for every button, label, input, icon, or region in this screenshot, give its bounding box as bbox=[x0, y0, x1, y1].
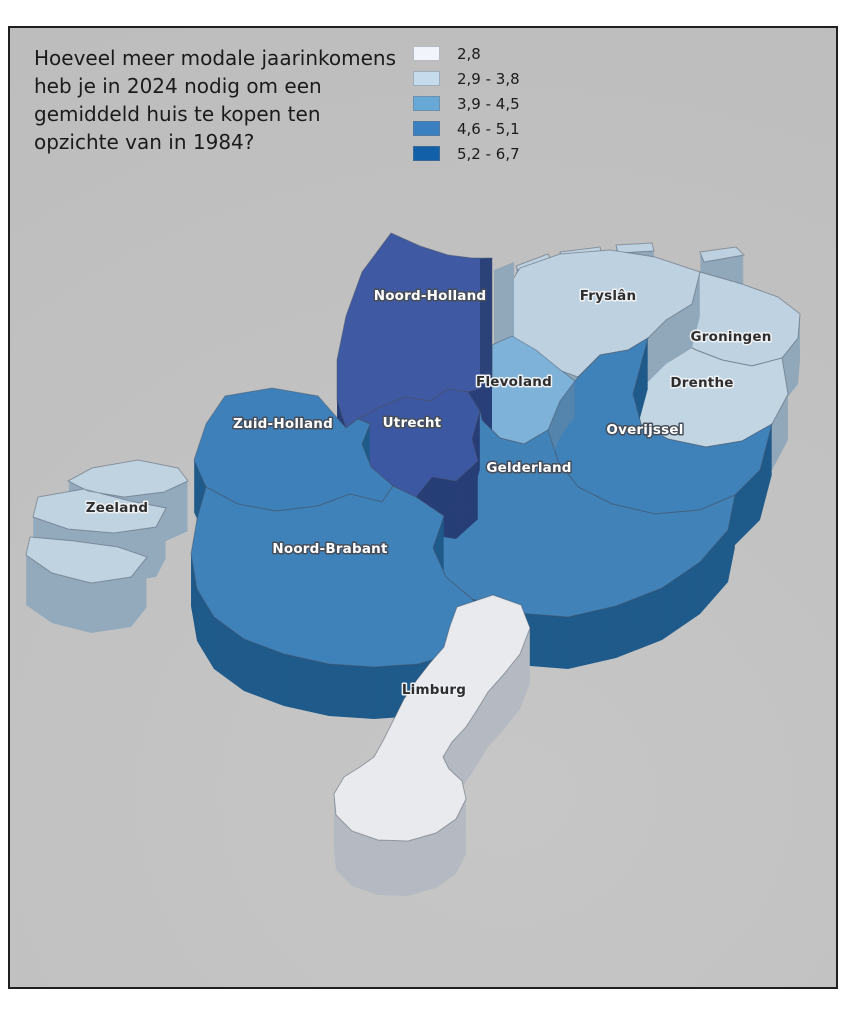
legend-label: 2,9 - 3,8 bbox=[457, 69, 520, 88]
legend-swatch bbox=[413, 96, 440, 111]
legend-label: 5,2 - 6,7 bbox=[457, 144, 520, 163]
legend-label: 4,6 - 5,1 bbox=[457, 119, 520, 138]
legend-swatch bbox=[413, 71, 440, 86]
legend-row: 4,6 - 5,1 bbox=[413, 119, 520, 138]
legend-swatch bbox=[413, 121, 440, 136]
legend-row: 2,9 - 3,8 bbox=[413, 69, 520, 88]
map-title: Hoeveel meer modale jaarinkomens heb je … bbox=[34, 46, 397, 154]
legend: 2,8 2,9 - 3,8 3,9 - 4,5 4,6 - 5,1 5,2 - 6,7 bbox=[413, 44, 520, 171]
legend-label: 2,8 bbox=[457, 44, 481, 63]
legend-row: 3,9 - 4,5 bbox=[413, 94, 520, 113]
legend-swatch bbox=[413, 146, 440, 161]
legend-row: 2,8 bbox=[413, 44, 520, 63]
legend-label: 3,9 - 4,5 bbox=[457, 94, 520, 113]
legend-swatch bbox=[413, 46, 440, 61]
legend-row: 5,2 - 6,7 bbox=[413, 144, 520, 163]
